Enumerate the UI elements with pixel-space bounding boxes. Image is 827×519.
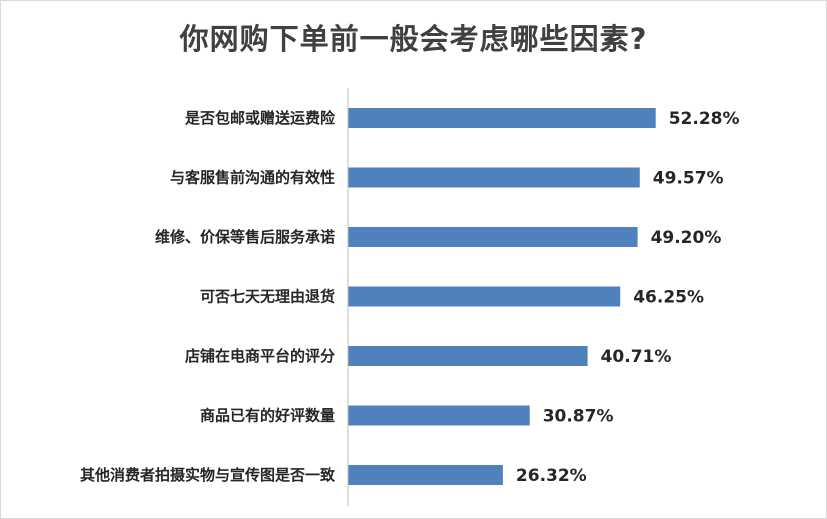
data-label: 26.32% [516,466,587,486]
data-label: 46.25% [633,288,704,308]
data-label: 40.71% [601,347,672,367]
data-label: 49.57% [653,169,724,189]
category-label: 商品已有的好评数量 [200,407,335,425]
category-label: 是否包邮或赠送运费险 [184,109,336,127]
bar [348,227,638,247]
bar [348,167,640,188]
category-label: 维修、价保等售后服务承诺 [155,228,335,246]
bar [348,286,621,307]
category-label: 店铺在电商平台的评分 [185,347,335,365]
category-label: 可否七天无理由退货 [200,288,335,306]
data-label: 30.87% [543,407,614,427]
bar [348,405,530,426]
category-label: 其他消费者拍摄实物与宣传图是否一致 [80,466,336,484]
bar [348,465,503,485]
data-label: 52.28% [669,109,740,129]
data-label: 49.20% [651,228,722,248]
category-label: 与客服售前沟通的有效性 [170,169,335,187]
bar [348,346,588,366]
chart-title: 你网购下单前一般会考虑哪些因素? [179,22,648,56]
bar [348,108,656,128]
